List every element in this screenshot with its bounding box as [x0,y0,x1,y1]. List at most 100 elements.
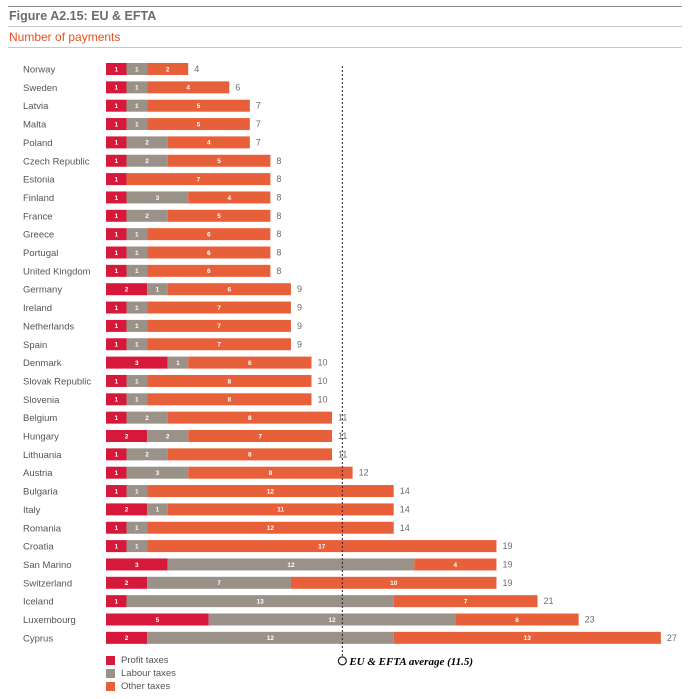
bar-value-labour-switzerland: 7 [217,580,221,587]
bar-segment-profit-latvia [106,99,127,112]
bar-value-labour-belgium: 2 [145,415,149,422]
bar-segment-profit-iceland [106,595,127,608]
category-label-belgium: Belgium [23,413,57,424]
bar-value-other-portugal: 6 [207,250,211,257]
category-label-san-marino: San Marino [23,560,72,571]
bar-segment-labour-portugal [126,246,148,259]
bar-segment-other-france [167,209,271,222]
bar-value-profit-lithuania: 1 [114,452,118,459]
bar-value-labour-ireland: 1 [135,305,139,312]
bar-value-labour-france: 2 [145,213,149,220]
bar-value-labour-latvia: 1 [135,103,139,110]
bar-value-other-san-marino: 4 [454,562,458,569]
bar-segment-profit-czech-republic [106,154,127,167]
category-label-czech-republic: Czech Republic [23,156,90,167]
bar-segment-other-belgium [167,411,333,424]
bar-segment-labour-bulgaria [126,485,148,498]
bar-segment-labour-hungary [147,430,189,442]
bar-segment-labour-norway [126,63,148,75]
bar-segment-labour-italy [147,503,168,516]
bar-value-labour-portugal: 1 [135,250,139,257]
bar-value-other-sweden: 4 [186,85,190,92]
bar-segment-profit-lithuania [106,448,127,461]
bar-value-other-cyprus: 13 [524,635,532,642]
bar-value-labour-croatia: 1 [135,543,139,550]
bar-total-italy: 14 [400,504,410,514]
bar-value-labour-luxembourg: 12 [328,617,336,624]
bar-total-croatia: 19 [502,541,512,551]
bar-segment-other-poland [167,136,250,149]
bar-value-labour-cyprus: 12 [267,635,275,642]
bar-value-labour-united-kingdom: 1 [135,268,139,275]
bar-segment-profit-poland [106,136,127,149]
bar-value-profit-bulgaria: 1 [114,488,118,495]
bar-value-profit-spain: 1 [114,342,118,349]
bar-segment-labour-spain [126,338,148,351]
bar-total-belgium: 11 [338,413,347,423]
bar-value-profit-hungary: 2 [125,433,129,440]
bar-value-other-switzerland: 10 [390,580,398,587]
bar-total-poland: 7 [256,137,261,147]
bar-value-labour-austria: 3 [156,470,160,477]
bar-segment-other-slovak-republic [147,374,312,387]
chart-legend: Profit taxes Labour taxes Other taxes [106,654,176,693]
bar-segment-other-denmark [188,356,312,369]
bar-value-other-united-kingdom: 6 [207,268,211,275]
average-label: EU & EFTA average (11.5) [348,656,473,668]
bar-total-france: 8 [276,211,281,221]
bar-segment-profit-austria [106,466,127,479]
bar-value-profit-iceland: 1 [114,598,118,605]
bar-segment-profit-sweden [106,81,127,94]
category-label-lithuania: Lithuania [23,450,62,461]
bar-segment-labour-slovak-republic [126,374,148,387]
bar-segment-other-malta [147,118,250,131]
bar-segment-labour-iceland [126,595,394,608]
bar-segment-other-czech-republic [167,154,271,167]
bar-value-other-finland: 4 [227,195,231,202]
bar-segment-labour-united-kingdom [126,264,148,277]
category-label-denmark: Denmark [23,358,62,369]
bar-segment-profit-france [106,209,127,222]
bar-value-profit-san-marino: 3 [135,562,139,569]
bar-total-denmark: 10 [318,358,328,368]
bar-segment-profit-luxembourg [106,613,209,626]
bar-segment-labour-belgium [126,411,168,424]
bar-total-austria: 12 [359,468,369,478]
bar-value-other-latvia: 5 [197,103,201,110]
bar-value-other-malta: 5 [197,121,201,128]
category-label-germany: Germany [23,285,62,296]
bar-value-profit-romania: 1 [114,525,118,532]
category-label-cyprus: Cyprus [23,633,53,644]
bar-value-other-romania: 12 [267,525,275,532]
category-label-hungary: Hungary [23,432,59,443]
bar-segment-labour-sweden [126,81,148,94]
category-label-portugal: Portugal [23,248,58,259]
bar-value-labour-greece: 1 [135,231,139,238]
legend-item-labour: Labour taxes [106,667,176,680]
category-label-italy: Italy [23,505,41,516]
bar-segment-labour-croatia [126,540,148,553]
bar-total-czech-republic: 8 [276,156,281,166]
bar-segment-labour-netherlands [126,319,148,332]
bar-value-profit-united-kingdom: 1 [114,268,118,275]
bar-value-profit-czech-republic: 1 [114,158,118,165]
bar-segment-labour-switzerland [147,576,291,589]
bar-segment-other-italy [167,503,394,516]
bar-segment-labour-latvia [126,99,148,112]
bar-total-malta: 7 [256,119,261,129]
bar-value-labour-netherlands: 1 [135,323,139,330]
bar-segment-labour-slovenia [126,393,148,406]
bar-value-labour-denmark: 1 [176,360,180,367]
bar-value-profit-netherlands: 1 [114,323,118,330]
bar-segment-other-norway [147,63,189,75]
bar-segment-profit-greece [106,228,127,241]
bar-segment-labour-lithuania [126,448,168,461]
top-rule [8,6,682,7]
bar-segment-other-estonia [126,173,271,186]
chart-subtitle: Number of payments [9,30,121,44]
bar-value-labour-sweden: 1 [135,85,139,92]
bar-value-profit-denmark: 3 [135,360,139,367]
category-label-ireland: Ireland [23,303,52,314]
bar-value-profit-finland: 1 [114,195,118,202]
